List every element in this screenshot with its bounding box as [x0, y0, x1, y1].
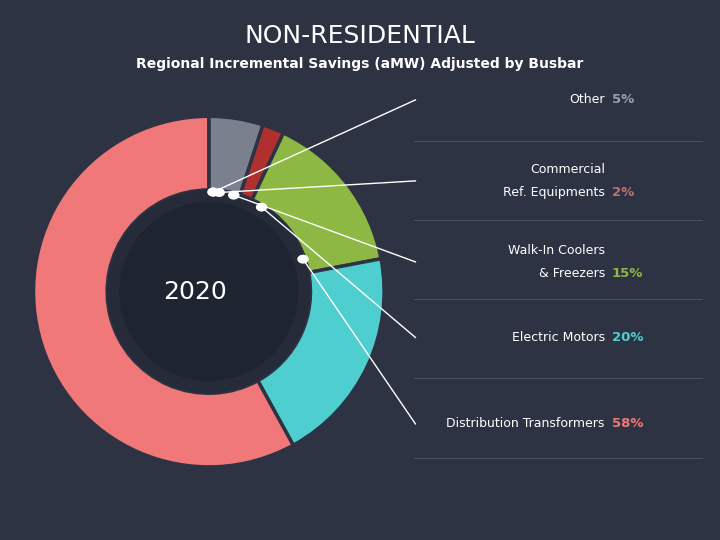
Text: 5%: 5%: [612, 93, 634, 106]
Wedge shape: [209, 116, 263, 195]
Text: NON-RESIDENTIAL: NON-RESIDENTIAL: [245, 24, 475, 48]
Text: 58%: 58%: [612, 417, 644, 430]
Text: & Freezers: & Freezers: [539, 267, 605, 280]
Text: Walk-In Coolers: Walk-In Coolers: [508, 244, 605, 256]
Wedge shape: [252, 133, 381, 273]
Text: Electric Motors: Electric Motors: [512, 331, 605, 344]
Wedge shape: [34, 116, 293, 467]
Text: Regional Incremental Savings (aMW) Adjusted by Busbar: Regional Incremental Savings (aMW) Adjus…: [136, 57, 584, 71]
Text: 20%: 20%: [612, 331, 644, 344]
Circle shape: [107, 190, 310, 393]
Text: Distribution Transformers: Distribution Transformers: [446, 417, 605, 430]
Text: 15%: 15%: [612, 267, 644, 280]
Wedge shape: [258, 259, 384, 445]
Text: Commercial: Commercial: [530, 163, 605, 176]
Text: Ref. Equipments: Ref. Equipments: [503, 186, 605, 199]
Text: 2%: 2%: [612, 186, 634, 199]
Text: Other: Other: [570, 93, 605, 106]
Circle shape: [120, 202, 298, 381]
Text: 2020: 2020: [163, 280, 227, 303]
Wedge shape: [240, 125, 284, 200]
